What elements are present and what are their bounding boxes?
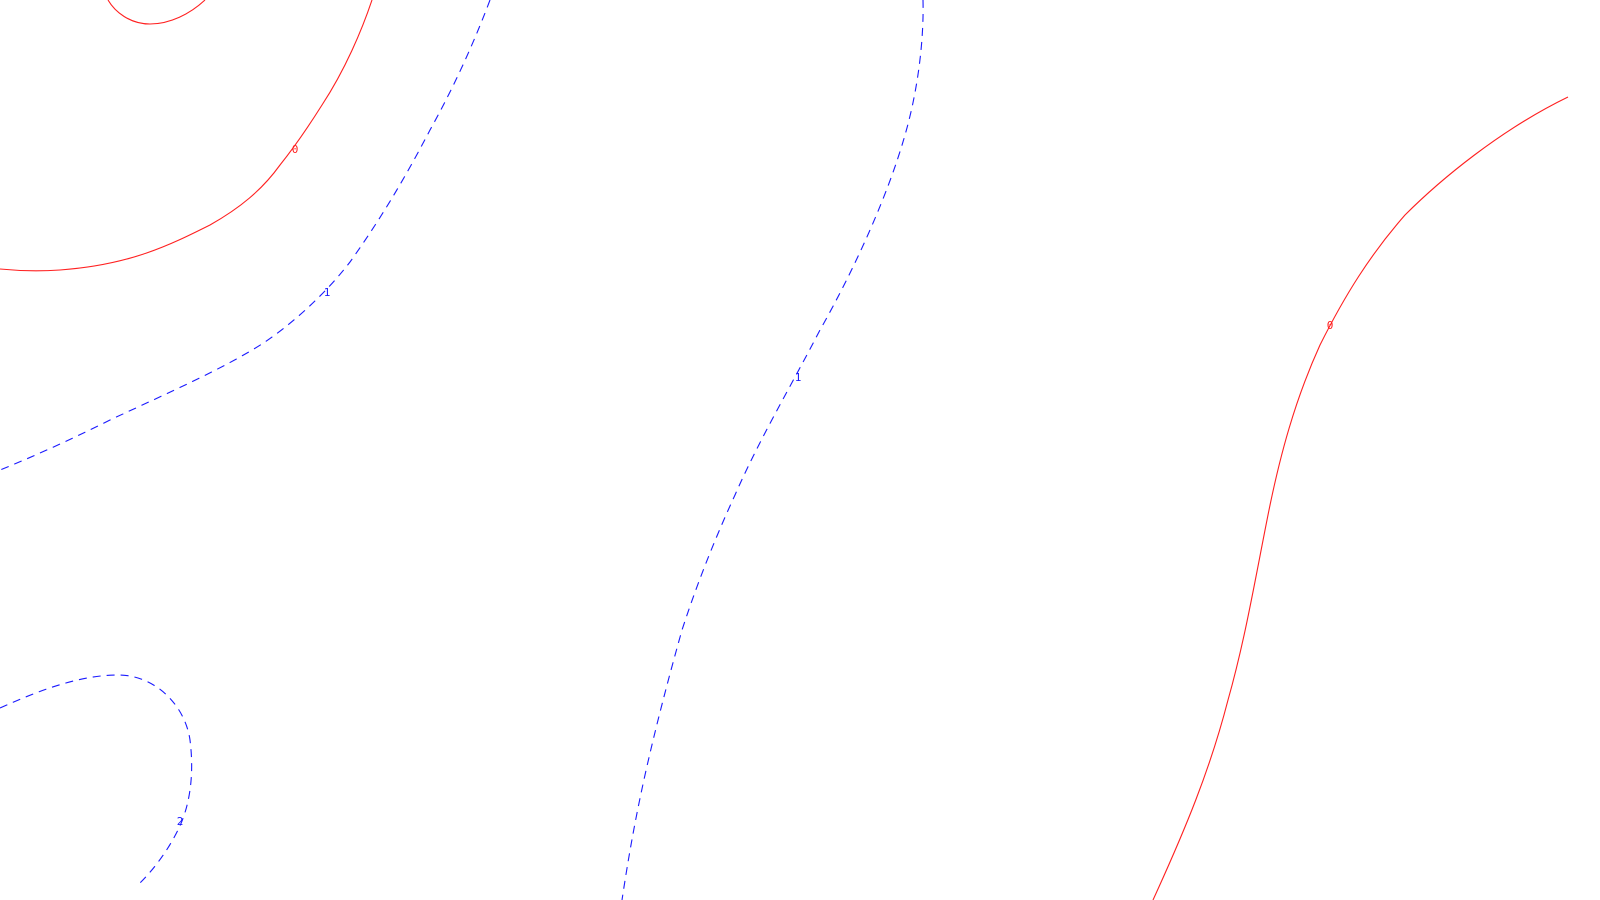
contour-label-one-left: 1 (324, 286, 331, 299)
contour-line-one-center (621, 0, 924, 900)
contour-label-zero-top-left: 0 (292, 143, 299, 156)
contour-line-top-left-inner (107, 0, 206, 25)
contour-line-two-bottom-left (0, 674, 193, 884)
contour-line-one-left (0, 0, 491, 471)
contour-line-zero-top-left (0, 0, 373, 272)
contour-label-two-bottom-left: 2 (177, 815, 184, 828)
contour-label-one-center: 1 (795, 371, 802, 384)
contour-line-zero-right (1152, 96, 1569, 900)
contour-label-zero-right: 0 (1327, 319, 1334, 332)
